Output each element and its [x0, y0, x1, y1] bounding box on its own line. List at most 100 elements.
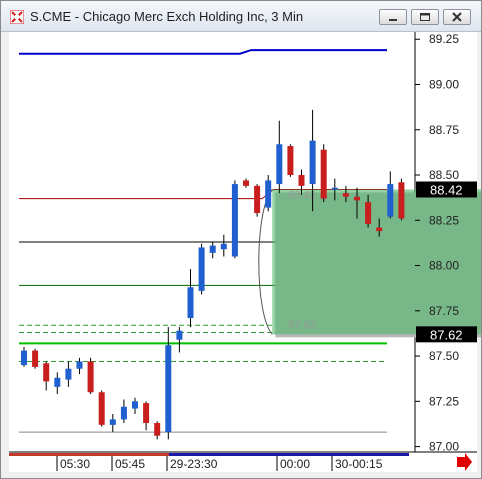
candle-body-down	[243, 180, 249, 186]
y-tick-label: 87.75	[429, 304, 459, 318]
candle-body-up	[21, 350, 27, 366]
candle	[342, 185, 349, 203]
candle	[198, 243, 205, 295]
title-bar[interactable]: S.CME - Chicago Merc Exch Holding Inc, 3…	[1, 1, 481, 32]
candle	[354, 187, 360, 219]
session-bar-current	[169, 453, 409, 456]
y-tick-label: 87.50	[429, 349, 459, 363]
candle	[365, 194, 372, 228]
line-blue	[19, 49, 387, 55]
candle	[109, 413, 116, 433]
candle-body-down	[154, 423, 161, 436]
candle-body-up	[231, 184, 238, 257]
candle-body-up	[109, 419, 116, 425]
candle	[265, 175, 272, 212]
candle	[254, 184, 261, 217]
x-tick-label: 00:00	[280, 457, 310, 471]
candle-body-up	[76, 361, 83, 369]
candle	[98, 390, 105, 427]
candle	[298, 169, 305, 195]
candles	[21, 109, 405, 440]
candle-body-down	[342, 193, 349, 197]
box-label-top: 88.42	[288, 190, 316, 202]
box-label-bottom: 87.62	[288, 319, 316, 331]
x-tick-label: 29-23:30	[170, 457, 218, 471]
candle	[309, 109, 316, 212]
candle-body-down	[398, 182, 405, 219]
y-axis-ticks: 89.25 89.00 88.75 88.50 88.25 88.00 87.75 87.50…	[415, 32, 459, 454]
x-tick-label: 30-00:15	[335, 457, 383, 471]
candle-body-down	[298, 175, 305, 186]
candle-body-up	[220, 243, 227, 250]
candle	[287, 144, 294, 177]
y-tick-label: 88.50	[429, 168, 459, 182]
x-axis-ticks: 05:30 05:45 29-23:30 00:00 30-00:15	[56, 456, 383, 471]
x-tick-label: 05:45	[115, 457, 145, 471]
candle	[376, 218, 383, 237]
candle-body-up	[176, 330, 183, 340]
close-button[interactable]	[443, 9, 471, 25]
candle	[32, 348, 39, 369]
price-badge	[416, 326, 477, 343]
trade-box-fill	[272, 189, 481, 335]
candle	[43, 361, 50, 391]
candle-body-up	[387, 184, 394, 217]
candle	[120, 399, 127, 424]
app-icon	[10, 10, 24, 24]
candle	[76, 357, 83, 375]
candle-body-down	[143, 403, 150, 424]
y-tick-label: 89.25	[429, 32, 459, 46]
candle-body-down	[376, 227, 383, 232]
candle	[276, 120, 283, 194]
y-tick-label: 88.75	[429, 123, 459, 137]
candle-body-up	[198, 247, 205, 291]
candle-body-up	[265, 180, 272, 208]
candle-body-up	[165, 345, 172, 433]
session-bar-prev	[9, 453, 169, 456]
close-icon	[452, 12, 462, 22]
maximize-button[interactable]	[411, 9, 439, 25]
minimize-button[interactable]	[379, 9, 407, 25]
candle	[176, 327, 183, 353]
time-axis[interactable]	[9, 452, 477, 472]
price-badge	[416, 181, 477, 198]
candle-body-up	[209, 245, 216, 253]
candle	[143, 401, 150, 431]
candle-body-down	[320, 149, 327, 199]
candle	[231, 180, 238, 259]
minimize-icon	[389, 19, 397, 21]
maximize-icon	[420, 13, 430, 21]
candle-body-down	[87, 361, 94, 393]
price-badge-label: 88.42	[430, 183, 463, 198]
candle-body-down	[287, 146, 294, 176]
y-tick-label: 87.25	[429, 394, 459, 408]
scroll-right-icon[interactable]	[457, 453, 472, 471]
window-title: S.CME - Chicago Merc Exch Holding Inc, 3…	[30, 9, 304, 24]
candle	[65, 361, 72, 387]
candle-body-up	[120, 406, 127, 420]
price-badges: 88.42 87.62	[416, 181, 477, 343]
candle	[21, 347, 27, 367]
candle	[243, 178, 249, 188]
y-tick-label: 89.00	[429, 78, 459, 92]
candle-body-down	[43, 363, 50, 382]
candle	[320, 144, 327, 203]
candle	[331, 178, 338, 201]
candle-body-down	[254, 185, 261, 214]
candle-body-up	[65, 368, 72, 380]
candle	[87, 357, 94, 395]
y-tick-label: 87.00	[429, 440, 459, 454]
candle-body-down	[32, 350, 39, 367]
candle	[54, 372, 61, 395]
y-tick-label: 88.25	[429, 213, 459, 227]
price-badge-label: 87.62	[430, 327, 463, 342]
candle	[165, 327, 172, 440]
candle-body-down	[98, 392, 105, 425]
candle	[187, 269, 194, 328]
candle-body-up	[187, 287, 194, 319]
candle	[154, 421, 161, 440]
candle-body-up	[276, 144, 283, 185]
